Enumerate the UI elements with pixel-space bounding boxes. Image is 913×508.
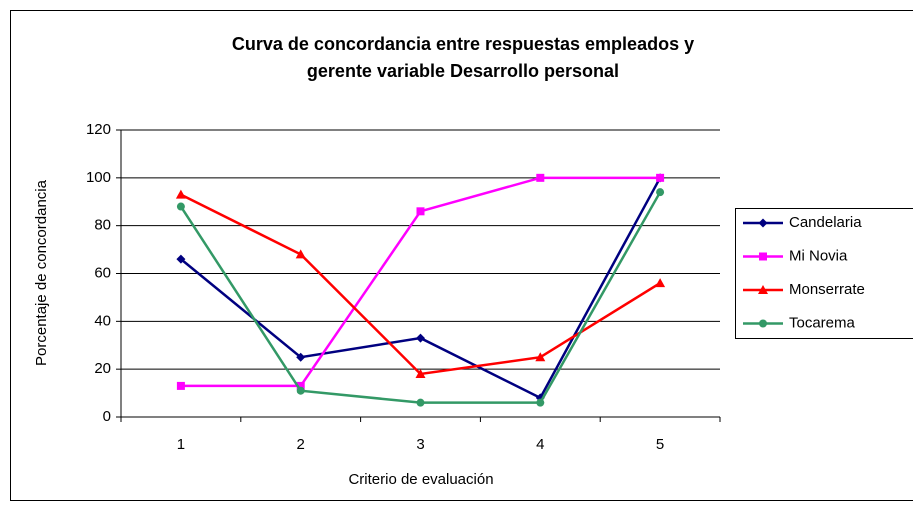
x-tick-label: 3	[416, 436, 424, 453]
y-tick-label: 100	[86, 169, 111, 186]
y-tick-label: 60	[94, 264, 111, 281]
marker	[536, 173, 545, 182]
marker	[296, 352, 306, 362]
y-tick-label: 120	[86, 121, 111, 138]
y-axis-label: Porcentaje de concordancia	[33, 179, 50, 366]
y-tick-label: 40	[94, 312, 111, 329]
marker	[416, 333, 425, 343]
marker	[416, 207, 425, 216]
marker	[296, 381, 305, 390]
marker	[759, 319, 767, 328]
legend-box	[735, 208, 913, 339]
marker	[296, 386, 305, 395]
marker	[758, 218, 768, 228]
marker	[176, 254, 186, 264]
x-axis-label: Criterio de evaluación	[348, 471, 493, 488]
legend-label: Candelaria	[789, 214, 862, 231]
marker	[656, 173, 665, 182]
marker	[655, 278, 666, 288]
marker	[535, 352, 546, 362]
marker	[295, 249, 306, 259]
legend-label: Mi Novia	[789, 247, 848, 264]
y-tick-label: 80	[94, 217, 111, 234]
marker	[176, 381, 185, 390]
chart-title: Curva de concordancia entre respuestas e…	[232, 34, 694, 54]
x-tick-label: 2	[297, 436, 305, 453]
marker	[176, 202, 185, 211]
legend-label: Tocarema	[789, 314, 856, 331]
marker	[416, 398, 425, 407]
y-tick-label: 0	[103, 408, 111, 425]
x-tick-label: 5	[656, 436, 664, 453]
marker	[415, 368, 426, 378]
marker	[656, 188, 665, 197]
x-tick-label: 4	[536, 436, 544, 453]
marker	[175, 189, 186, 199]
chart-title: gerente variable Desarrollo personal	[307, 61, 619, 81]
marker	[536, 398, 545, 407]
x-tick-label: 1	[177, 436, 185, 453]
marker	[759, 252, 767, 261]
marker	[758, 285, 768, 294]
legend-label: Monserrate	[789, 281, 865, 298]
y-tick-label: 20	[94, 360, 111, 377]
